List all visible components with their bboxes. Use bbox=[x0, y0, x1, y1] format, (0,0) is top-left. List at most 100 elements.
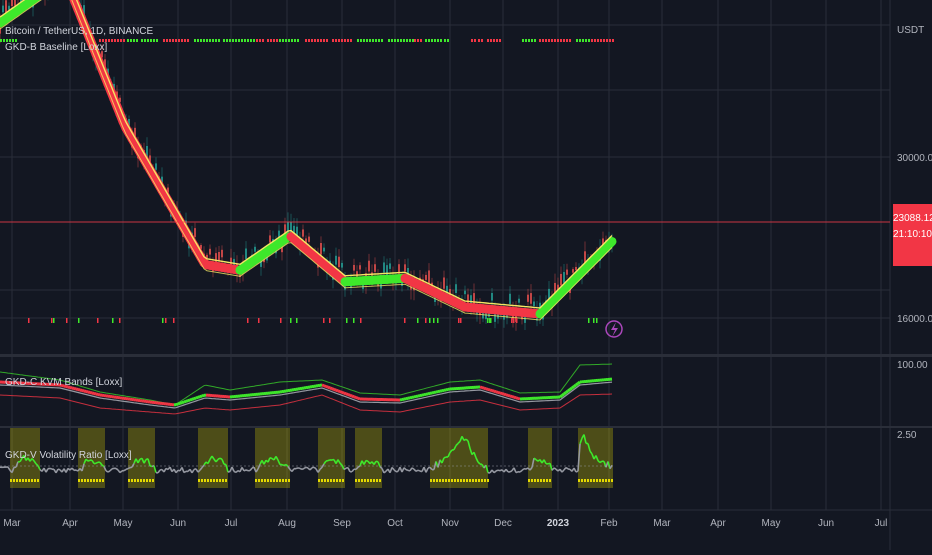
vr-zone-dot bbox=[590, 479, 592, 482]
signal-dot bbox=[226, 39, 228, 42]
time-axis-label-7: Oct bbox=[387, 518, 403, 529]
vr-zone-dot bbox=[216, 479, 218, 482]
signal-dot bbox=[366, 39, 368, 42]
vr-zone-dot bbox=[370, 479, 372, 482]
vr-zone-dot bbox=[442, 479, 444, 482]
vr-zone-dot bbox=[201, 479, 203, 482]
signal-dot bbox=[603, 39, 605, 42]
vr-zone-dot bbox=[261, 479, 263, 482]
kvm-signal-segment bbox=[482, 388, 484, 389]
signal-tick bbox=[417, 318, 419, 323]
kvm-signal-segment bbox=[322, 385, 324, 386]
vr-zone-dot bbox=[481, 479, 483, 482]
vr-zone-dot bbox=[584, 479, 586, 482]
vr-line-segment bbox=[494, 471, 496, 473]
signal-dot bbox=[412, 39, 414, 42]
vr-zone-dot bbox=[546, 479, 548, 482]
signal-dot bbox=[206, 39, 208, 42]
signal-dot bbox=[229, 39, 231, 42]
signal-dot bbox=[397, 39, 399, 42]
vr-zone-dot bbox=[22, 479, 24, 482]
kvm-signal-segment bbox=[176, 404, 178, 405]
signal-tick bbox=[588, 318, 590, 323]
signal-dot bbox=[232, 39, 234, 42]
signal-dot bbox=[0, 39, 2, 42]
kvm-signal-segment bbox=[88, 392, 90, 393]
time-axis-label-11: Feb bbox=[600, 518, 618, 529]
signal-tick bbox=[53, 318, 55, 323]
kvm-signal-segment bbox=[182, 402, 184, 403]
signal-dot bbox=[437, 39, 439, 42]
vr-line-segment bbox=[108, 471, 110, 472]
vr-line-segment bbox=[300, 468, 302, 469]
vr-line-segment bbox=[50, 468, 52, 469]
signal-dot bbox=[262, 39, 264, 42]
candle-body bbox=[455, 284, 457, 293]
candle-body bbox=[563, 272, 565, 283]
vr-zone-dot bbox=[330, 479, 332, 482]
signal-dot bbox=[153, 39, 155, 42]
signal-dot bbox=[542, 39, 544, 42]
signal-tick bbox=[290, 318, 292, 323]
vr-zone-dot bbox=[321, 479, 323, 482]
vr-zone-dot bbox=[336, 479, 338, 482]
chart-title: Bitcoin / TetherUS, 1D, BINANCE bbox=[5, 26, 153, 37]
signal-dot bbox=[551, 39, 553, 42]
signal-dot bbox=[181, 39, 183, 42]
vr-zone-dot bbox=[134, 479, 136, 482]
kvm-signal-segment bbox=[490, 390, 492, 391]
signal-tick bbox=[78, 318, 80, 323]
candle-body bbox=[389, 263, 391, 268]
vr-zone-dot bbox=[367, 479, 369, 482]
time-axis-label-14: May bbox=[762, 518, 781, 529]
kvm-signal-segment bbox=[86, 392, 88, 393]
kvm-bands-legend[interactable]: GKD-C KVM Bands [Loxx] bbox=[5, 377, 122, 388]
vr-zone-dot bbox=[534, 479, 536, 482]
kvm-signal-segment bbox=[496, 392, 498, 393]
signal-dot bbox=[147, 39, 149, 42]
signal-tick bbox=[329, 318, 331, 323]
vr-line-segment bbox=[158, 470, 160, 473]
vr-line-segment bbox=[306, 467, 308, 468]
kvm-signal-segment bbox=[564, 393, 566, 395]
vr-zone-dot bbox=[436, 479, 438, 482]
signal-tick bbox=[437, 318, 439, 323]
time-axis-label-2: May bbox=[114, 518, 133, 529]
vr-zone-dot bbox=[448, 479, 450, 482]
signal-dot bbox=[409, 39, 411, 42]
volatility-ratio-legend[interactable]: GKD-V Volatility Ratio [Loxx] bbox=[5, 450, 132, 461]
vr-line-segment bbox=[116, 468, 118, 469]
vr-zone-dot bbox=[611, 479, 613, 482]
candle-body bbox=[353, 265, 355, 271]
time-axis-label-8: Nov bbox=[441, 518, 459, 529]
kvm-signal-segment bbox=[96, 394, 98, 395]
vr-zone-dot bbox=[324, 479, 326, 482]
signal-dot bbox=[350, 39, 352, 42]
baseline-legend[interactable]: GKD-B Baseline [Loxx] bbox=[5, 42, 107, 53]
kvm-signal-segment bbox=[198, 397, 200, 398]
signal-dot bbox=[305, 39, 307, 42]
signal-tick bbox=[165, 318, 167, 323]
signal-dot bbox=[250, 39, 252, 42]
signal-dot bbox=[144, 39, 146, 42]
kvm-signal-segment bbox=[332, 389, 334, 390]
kvm-signal-segment bbox=[348, 395, 350, 396]
vr-line-segment bbox=[296, 468, 298, 469]
candle-body bbox=[527, 295, 529, 302]
signal-dot bbox=[172, 39, 174, 42]
kvm-signal-segment bbox=[92, 393, 94, 394]
signal-dot bbox=[212, 39, 214, 42]
kvm-signal-segment bbox=[514, 397, 516, 398]
kvm-signal-segment bbox=[82, 391, 84, 392]
signal-dot bbox=[273, 39, 275, 42]
vr-zone-dot bbox=[270, 479, 272, 482]
vr-zone-dot bbox=[581, 479, 583, 482]
signal-dot bbox=[323, 39, 325, 42]
signal-dot bbox=[606, 39, 608, 42]
candle-body bbox=[245, 249, 247, 259]
vr-line-segment bbox=[8, 467, 10, 470]
vr-line-segment bbox=[110, 469, 112, 471]
vr-line-segment bbox=[314, 467, 316, 469]
